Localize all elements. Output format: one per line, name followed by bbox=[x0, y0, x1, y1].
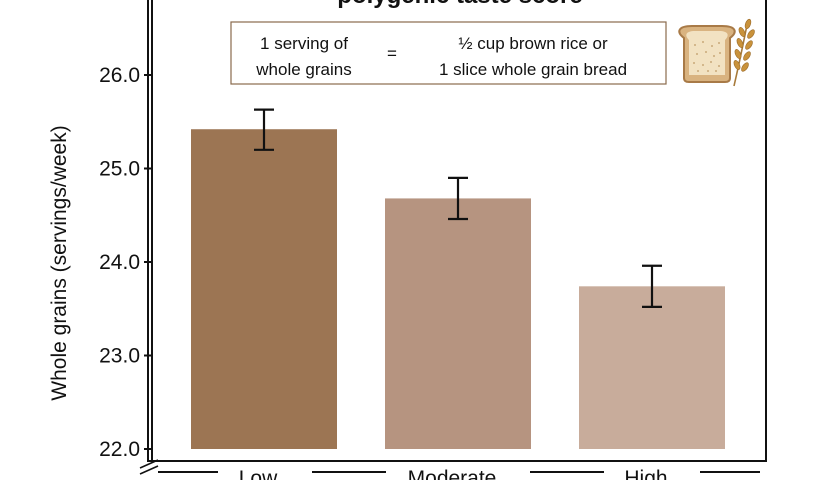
serving-note-box bbox=[230, 21, 667, 85]
y-tick-label: 25.0 bbox=[99, 158, 140, 181]
bread-slice-icon bbox=[678, 25, 736, 83]
x-category-label: Moderate bbox=[408, 467, 497, 480]
chart-title: polygenic taste score bbox=[337, 0, 582, 9]
y-tick-label: 26.0 bbox=[99, 64, 140, 87]
note-right-line1: ½ cup brown rice or bbox=[458, 34, 608, 53]
bar-moderate bbox=[385, 198, 531, 449]
error-bars bbox=[254, 108, 662, 308]
panel-frame bbox=[147, 0, 767, 462]
bars bbox=[191, 129, 725, 450]
bar-high bbox=[579, 286, 725, 449]
serving-note: 1 serving of whole grains = ½ cup brown … bbox=[230, 21, 667, 85]
note-left-line1: 1 serving of bbox=[260, 34, 348, 53]
y-axis-label: Whole grains (servings/week) bbox=[48, 125, 71, 400]
y-tick-label: 22.0 bbox=[99, 438, 140, 461]
y-axis: 22.0 23.0 24.0 25.0 26.0 bbox=[99, 0, 153, 461]
bar-low bbox=[191, 129, 337, 450]
x-category-label: High bbox=[624, 467, 667, 480]
wheat-icon bbox=[733, 18, 755, 87]
x-category-label: Low bbox=[239, 467, 278, 480]
y-tick-label: 23.0 bbox=[99, 345, 140, 368]
axis-break-marks bbox=[139, 459, 159, 475]
x-axis: Low Moderate High bbox=[158, 467, 760, 480]
note-equals: = bbox=[387, 44, 397, 63]
y-tick-label: 24.0 bbox=[99, 251, 140, 274]
note-right-line2: 1 slice whole grain bread bbox=[439, 60, 627, 79]
note-left-line2: whole grains bbox=[255, 60, 351, 79]
